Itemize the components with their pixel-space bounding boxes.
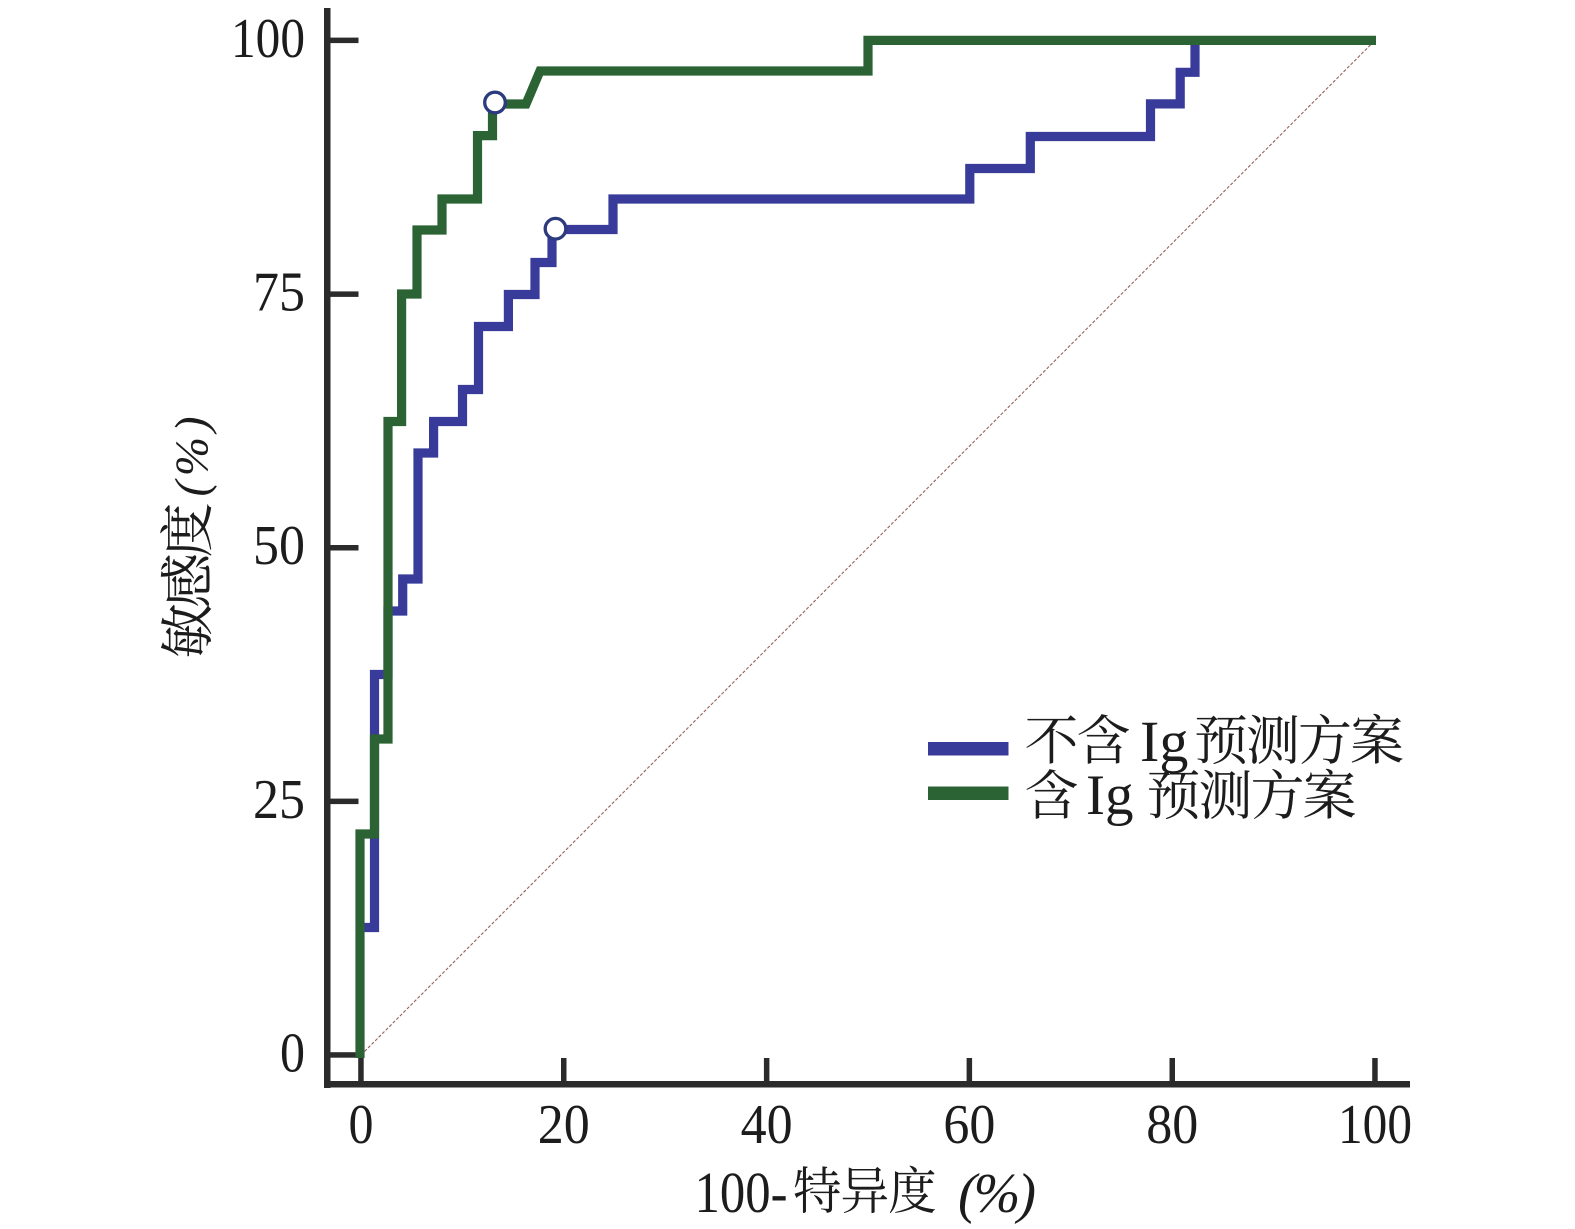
svg-text:40: 40	[741, 1094, 793, 1156]
svg-text:100-: 100-	[695, 1160, 788, 1224]
svg-text:(%): (%)	[958, 1163, 1036, 1224]
svg-text:25: 25	[253, 769, 305, 831]
svg-text:80: 80	[1146, 1094, 1198, 1156]
svg-text:Ig: Ig	[1140, 709, 1188, 774]
svg-text:(%): (%)	[166, 417, 218, 497]
svg-text:Ig: Ig	[1086, 764, 1133, 827]
svg-text:0: 0	[349, 1094, 374, 1156]
svg-text:75: 75	[253, 262, 305, 324]
svg-text:50: 50	[253, 515, 305, 577]
svg-text:100: 100	[1338, 1094, 1412, 1156]
svg-text:60: 60	[943, 1094, 995, 1156]
svg-text:20: 20	[538, 1094, 590, 1156]
svg-text:0: 0	[280, 1023, 305, 1085]
svg-text:100: 100	[231, 8, 305, 70]
